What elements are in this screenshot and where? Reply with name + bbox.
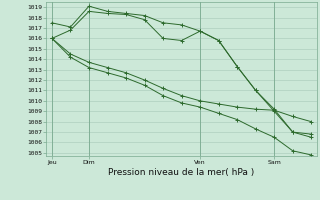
X-axis label: Pression niveau de la mer( hPa ): Pression niveau de la mer( hPa )	[108, 168, 255, 177]
